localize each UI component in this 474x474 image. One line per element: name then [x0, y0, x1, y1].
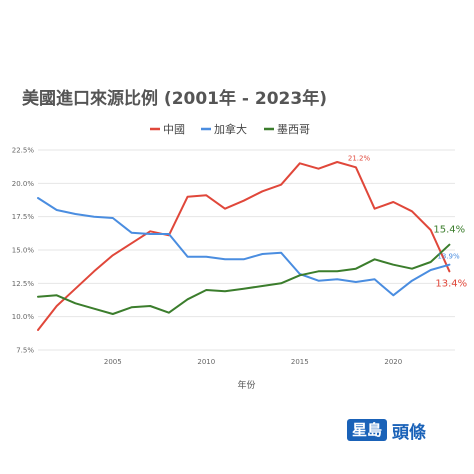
legend-label: 中國 [163, 123, 185, 136]
chart-title: 美國進口來源比例 (2001年 - 2023年) [22, 89, 327, 109]
series-line-2 [37, 243, 451, 315]
logo-box: 星島 [347, 419, 387, 441]
data-label: 13.9% [437, 253, 460, 261]
y-tick-label: 17.5% [12, 213, 35, 221]
y-tick-label: 22.5% [12, 147, 35, 155]
series-line-1 [37, 197, 451, 297]
y-tick-label: 20.0% [12, 180, 35, 188]
legend-label: 墨西哥 [277, 123, 310, 136]
x-tick-label: 2010 [197, 358, 215, 366]
x-axis-label: 年份 [237, 379, 255, 391]
data-label: 15.4% [433, 225, 465, 236]
y-tick-label: 15.0% [12, 247, 35, 255]
logo-text: 頭條 [392, 422, 426, 443]
y-tick-label: 10.0% [12, 313, 35, 321]
x-tick-label: 2020 [384, 358, 402, 366]
data-label: 13.4% [435, 278, 467, 289]
data-label: 21.2% [348, 154, 371, 162]
y-tick-label: 7.5% [16, 347, 34, 355]
series-line-0 [37, 161, 451, 331]
x-tick-label: 2015 [291, 358, 309, 366]
brand-logo: 星島 頭條 [347, 418, 459, 443]
legend-label: 加拿大 [214, 122, 247, 136]
y-tick-label: 12.5% [12, 280, 35, 288]
x-tick-label: 2005 [104, 358, 122, 366]
